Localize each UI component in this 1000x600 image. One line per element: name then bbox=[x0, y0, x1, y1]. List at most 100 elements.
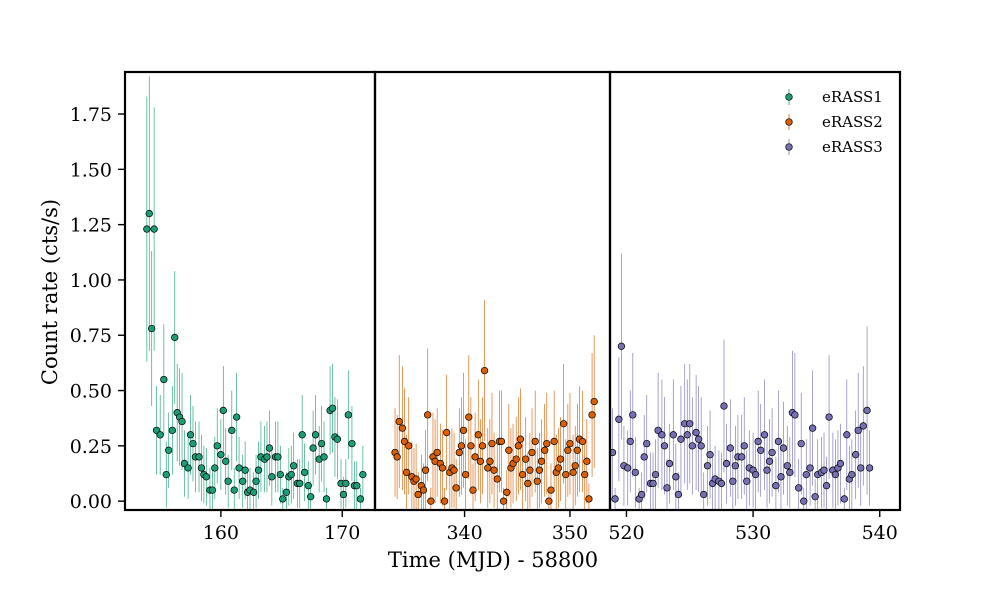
data-point bbox=[402, 468, 411, 477]
data-point bbox=[474, 431, 482, 439]
data-point bbox=[455, 448, 463, 457]
data-point bbox=[438, 464, 447, 472]
data-point bbox=[729, 477, 737, 485]
data-point bbox=[797, 439, 805, 448]
x-axis-label: Time (MJD) - 58800 bbox=[388, 548, 598, 572]
data-point bbox=[795, 484, 803, 492]
x-tick-label: 160 bbox=[203, 522, 239, 544]
data-point bbox=[342, 479, 350, 488]
data-point bbox=[677, 435, 685, 443]
data-point bbox=[186, 431, 195, 439]
data-point bbox=[230, 486, 238, 494]
data-point bbox=[213, 442, 221, 450]
data-point bbox=[359, 470, 367, 479]
legend-marker bbox=[785, 143, 793, 151]
data-point bbox=[224, 477, 232, 485]
data-point bbox=[150, 225, 158, 233]
y-tick-label: 1.75 bbox=[70, 104, 112, 126]
legend-marker bbox=[785, 118, 793, 126]
data-point bbox=[556, 455, 565, 463]
legend-label: eRASS3 bbox=[822, 138, 883, 156]
y-tick-label: 0.25 bbox=[70, 436, 112, 458]
data-point bbox=[541, 446, 549, 454]
data-point bbox=[467, 442, 475, 450]
data-point bbox=[348, 439, 356, 448]
data-point bbox=[688, 442, 696, 450]
data-point bbox=[486, 457, 494, 465]
data-point bbox=[189, 439, 197, 448]
data-point bbox=[559, 420, 568, 428]
data-point bbox=[282, 488, 291, 496]
data-point bbox=[222, 457, 230, 465]
data-point bbox=[414, 490, 422, 499]
data-point bbox=[754, 437, 762, 446]
data-point bbox=[674, 490, 683, 499]
data-point bbox=[195, 453, 203, 461]
data-point bbox=[465, 413, 473, 421]
x-tick-label: 170 bbox=[324, 522, 360, 544]
data-point bbox=[217, 451, 225, 459]
data-point bbox=[825, 413, 833, 421]
data-point bbox=[300, 468, 309, 477]
y-tick-label: 0.00 bbox=[70, 491, 112, 513]
data-point bbox=[562, 470, 570, 479]
data-point bbox=[757, 446, 765, 454]
data-point bbox=[822, 482, 831, 490]
data-point bbox=[524, 479, 532, 488]
data-point bbox=[581, 470, 589, 479]
data-point bbox=[160, 375, 168, 384]
data-point bbox=[476, 457, 485, 465]
data-point bbox=[184, 464, 192, 472]
data-point bbox=[488, 439, 496, 448]
data-point bbox=[629, 411, 637, 419]
data-point bbox=[197, 464, 206, 472]
data-point bbox=[808, 424, 817, 432]
data-point bbox=[768, 448, 776, 457]
data-point bbox=[569, 468, 577, 477]
data-point bbox=[405, 442, 413, 450]
data-point bbox=[550, 437, 558, 446]
points-erass3 bbox=[608, 342, 874, 505]
data-point bbox=[722, 459, 731, 468]
y-tick-label: 1.50 bbox=[70, 159, 112, 181]
data-point bbox=[638, 490, 646, 499]
data-point bbox=[235, 464, 243, 472]
data-point bbox=[287, 470, 295, 479]
data-point bbox=[683, 431, 691, 439]
data-point bbox=[802, 470, 810, 479]
data-point bbox=[497, 437, 506, 446]
data-point bbox=[457, 442, 466, 450]
data-point bbox=[583, 457, 591, 465]
data-point bbox=[772, 482, 780, 490]
data-point bbox=[298, 431, 306, 439]
data-point bbox=[443, 428, 451, 437]
data-point bbox=[148, 324, 156, 333]
data-point bbox=[533, 477, 541, 485]
data-point bbox=[480, 366, 489, 375]
data-point bbox=[626, 437, 634, 446]
data-point bbox=[692, 428, 700, 437]
data-point bbox=[471, 453, 479, 461]
data-point bbox=[651, 470, 660, 479]
data-point bbox=[518, 470, 527, 479]
data-point bbox=[615, 415, 623, 423]
x-tick-label: 530 bbox=[735, 522, 771, 544]
legend-item-erass1: eRASS1 bbox=[785, 88, 883, 106]
data-point bbox=[252, 477, 260, 485]
panel-erass1: 160 170 bbox=[123, 70, 377, 544]
data-point bbox=[452, 484, 460, 492]
errorbars-erass1 bbox=[146, 76, 364, 510]
data-point bbox=[307, 493, 315, 501]
data-point bbox=[726, 444, 734, 452]
data-point bbox=[241, 466, 249, 474]
data-point bbox=[171, 333, 179, 342]
data-point bbox=[665, 459, 674, 468]
data-point bbox=[717, 479, 726, 488]
data-point bbox=[731, 462, 740, 470]
data-point bbox=[765, 457, 774, 465]
data-point bbox=[279, 495, 287, 503]
data-point bbox=[631, 468, 639, 477]
data-point bbox=[554, 464, 563, 472]
data-point bbox=[526, 466, 534, 474]
data-point bbox=[697, 442, 705, 450]
